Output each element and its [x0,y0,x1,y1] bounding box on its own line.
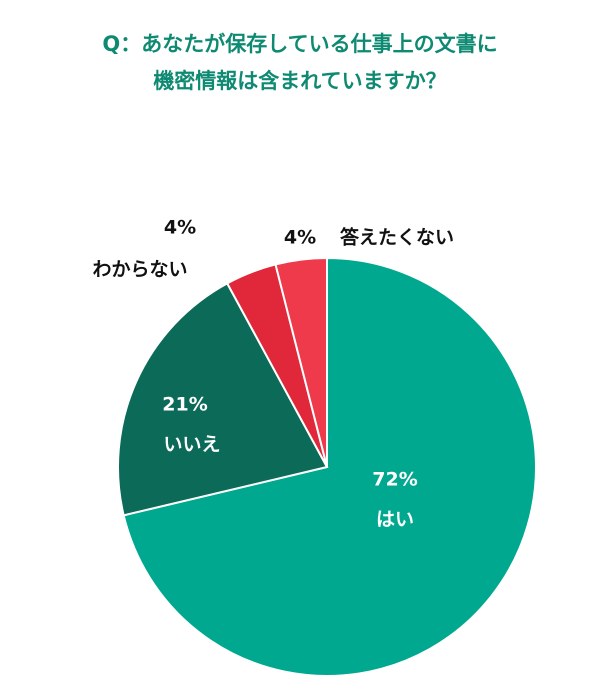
value-label: 72% [372,469,417,491]
category-label: わからない [92,259,187,281]
pie-slice [117,281,329,517]
category-label: はい [376,509,414,531]
pie-slice [274,256,328,468]
value-label: 4% [284,227,316,249]
pie-slice [122,256,537,677]
value-label: 4% [164,217,196,239]
category-label: 答えたくない [340,226,454,249]
value-label: 21% [162,394,207,416]
category-label: いいえ [163,434,220,456]
chart-title: Q：あなたが保存している仕事上の文書に [102,32,497,56]
chart-title: 機密情報は含まれていますか？ [153,69,446,93]
